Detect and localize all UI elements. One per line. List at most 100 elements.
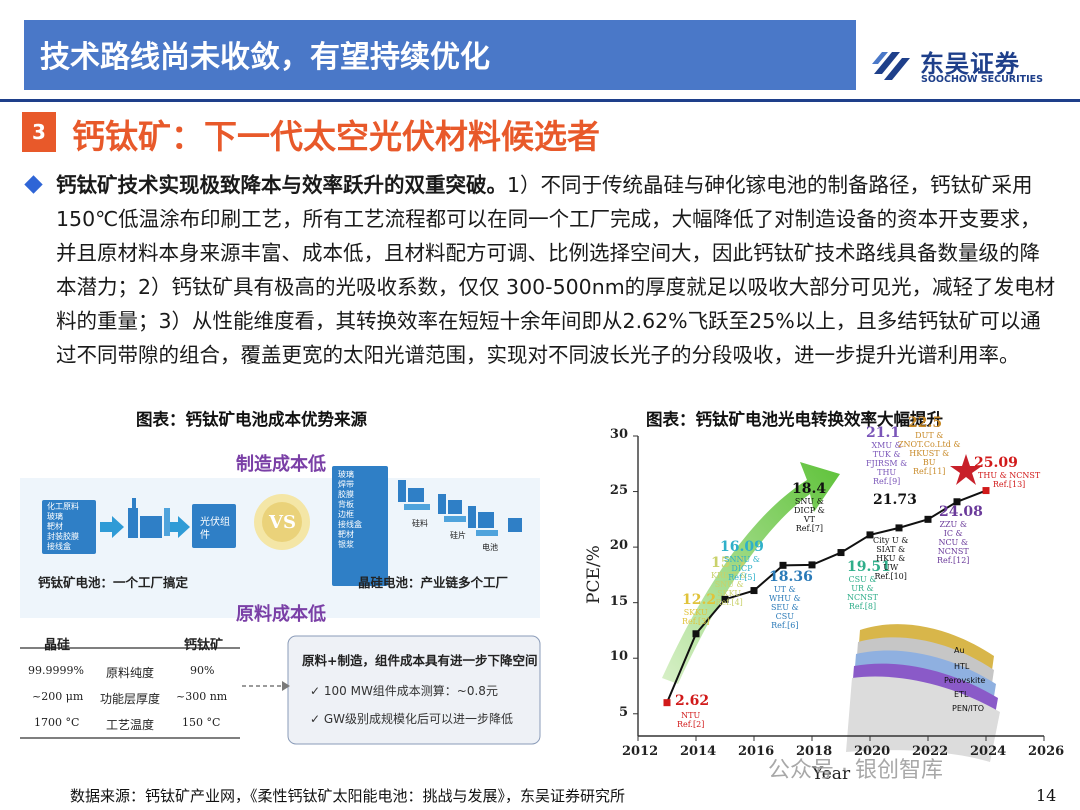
data-point	[837, 549, 845, 557]
y-tick-label: 10	[609, 649, 628, 665]
table-cell: 工艺温度	[106, 718, 155, 732]
point-value-label: 24.08	[939, 503, 983, 520]
point-institution-label: SKKU Ref.[3]	[682, 607, 710, 626]
layer-label: ETL	[954, 690, 969, 699]
layer-label: Au	[954, 646, 965, 655]
point-institution-label: THU & NCNST Ref.[13]	[978, 470, 1041, 489]
y-tick-label: 15	[609, 593, 628, 609]
table-cell: ~200 μm	[32, 690, 84, 703]
data-point	[692, 630, 700, 638]
x-tick-label: 2022	[912, 744, 949, 759]
point-value-label: 21.1	[866, 424, 901, 441]
chart-svg	[633, 435, 1045, 762]
series-markers	[663, 487, 990, 707]
cost-box-item: ✓ 100 MW组件成本测算：~0.8元	[310, 684, 498, 698]
table-cell: 1700 °C	[34, 716, 80, 729]
y-axis-title: PCE/%	[584, 545, 604, 604]
table-cell: 原料纯度	[106, 666, 155, 680]
silicon-caption: 晶硅电池：产业链多个工厂	[358, 575, 509, 590]
point-value-label: 25.09	[974, 454, 1018, 471]
materials-heading: 原料成本低	[236, 604, 326, 625]
data-point	[750, 587, 758, 595]
data-point	[953, 498, 961, 506]
table-cell: 90%	[190, 664, 215, 677]
vs-label: VS	[269, 512, 296, 533]
point-institution-label: City U & SIAT & HKU & UW Ref.[10]	[873, 535, 909, 581]
source-note: 数据来源：钙钛矿产业网，《柔性钙钛矿太阳能电池：挑战与发展》，东吴证券研究所	[70, 787, 626, 805]
table-cell: 功能层厚度	[100, 692, 161, 706]
data-point	[895, 524, 903, 532]
table-cell: 150 °C	[182, 716, 221, 729]
point-value-label: 16.09	[720, 538, 764, 555]
data-point	[982, 487, 990, 495]
x-tick-label: 2016	[738, 744, 775, 759]
y-tick-label: 20	[609, 538, 628, 554]
cost-box-title: 原料+制造，组件成本具有进一步下降空间	[302, 653, 538, 668]
y-tick-label: 30	[609, 427, 628, 442]
chart-axes	[637, 436, 1044, 737]
input-item: 化工原料	[47, 502, 79, 511]
page-number: 14	[1036, 786, 1057, 805]
body-paragraph: 钙钛矿技术实现极致降本与效率跃升的双重突破。1）不同于传统晶硅与砷化镓电池的制备…	[56, 168, 1056, 372]
input-item: 接线盒	[47, 542, 71, 551]
table-header: 钙钛矿	[184, 638, 224, 653]
layer-label: HTL	[954, 662, 970, 671]
layer-label: PEN/ITO	[952, 704, 985, 713]
body-lead: 钙钛矿技术实现极致降本与效率跃升的双重突破。	[56, 173, 507, 197]
point-institution-label: SNNU & DICP Ref.[5]	[724, 554, 760, 582]
input-item: 银浆	[338, 540, 354, 549]
input-item: 玻璃	[47, 512, 63, 521]
silicon-inputs-box: 玻璃 焊带 胶膜 背板 边框 接线盒 靶材 银浆	[338, 470, 384, 550]
point-institution-label: ZZU & IC & NCU & NCNST Ref.[12]	[937, 519, 970, 565]
point-value-label: 15.3	[711, 555, 746, 572]
stage-label: 硅片	[450, 531, 466, 540]
stage-label: 硅料	[412, 519, 428, 528]
page-title: 技术路线尚未收敛，有望持续优化	[40, 40, 490, 75]
pv-module-label: 光伏组件	[200, 517, 230, 541]
point-institution-label: UT & WHU & SEU & CSU Ref.[6]	[769, 585, 801, 631]
point-value-label: 2.62	[675, 692, 710, 709]
input-item: 靶材	[338, 530, 354, 539]
data-point	[721, 595, 729, 603]
input-item: 玻璃	[338, 470, 354, 479]
x-tick-label: 2012	[622, 744, 659, 759]
point-institution-label: SNU & DICP & VT Ref.[7]	[794, 496, 825, 533]
point-institution-label: XMU & TUK & FJIRSM & THU Ref.[9]	[866, 440, 908, 486]
brand-logo: 东吴证券 SOOCHOW SECURITIES	[870, 40, 1060, 88]
watermark: 公众号 · 银创智库	[768, 758, 943, 783]
logo-chinese: 东吴证券	[920, 50, 1020, 78]
table-cell: ~300 nm	[176, 690, 228, 703]
y-tick-label: 25	[609, 482, 628, 498]
point-value-label: 18.4	[792, 480, 827, 497]
data-point	[924, 515, 932, 523]
x-tick-label: 2018	[796, 744, 833, 759]
point-value-label: 18.36	[769, 569, 813, 586]
point-institution-label: DUT & ZNOT.Co.Ltd & HKUST & BU Ref.[11]	[898, 431, 961, 477]
logo-mark-icon	[872, 52, 910, 80]
input-item: 封装胶膜	[47, 532, 79, 541]
data-point	[663, 699, 671, 707]
series-line	[666, 489, 987, 704]
input-item: 背板	[338, 500, 354, 509]
perovskite-inputs-box: 化工原料 玻璃 靶材 封装胶膜 接线盒	[47, 502, 95, 552]
table-header: 晶硅	[44, 638, 71, 653]
diamond-bullet-icon	[24, 175, 43, 194]
layer-label: Perovskite	[944, 676, 986, 685]
body-text: 1）不同于传统晶硅与砷化镓电池的制备路径，钙钛矿采用150℃低温涂布印刷工艺，所…	[56, 173, 1056, 367]
input-item: 边框	[338, 510, 354, 519]
input-item: 靶材	[47, 522, 63, 531]
point-value-label: 21.73	[873, 491, 917, 508]
x-tick-label: 2020	[854, 744, 891, 759]
perovskite-caption: 钙钛矿电池：一个工厂搞定	[38, 575, 189, 590]
device-layers-illustration	[846, 624, 1000, 762]
y-tick-label: 5	[618, 704, 628, 720]
trend-arrow	[662, 462, 840, 684]
point-institution-label: CSU & UR & NCNST Ref.[8]	[847, 574, 878, 611]
star-icon	[950, 454, 982, 485]
table-cell: 99.9999%	[28, 664, 84, 677]
point-value-label: 22.5	[908, 415, 943, 432]
right-figure-caption: 图表：钙钛矿电池光电转换效率大幅提升	[646, 410, 943, 429]
section-title: 钙钛矿：下一代太空光伏材料候选者	[72, 117, 600, 156]
cost-figure-graphics	[20, 466, 541, 745]
section-number: 3	[22, 112, 56, 152]
